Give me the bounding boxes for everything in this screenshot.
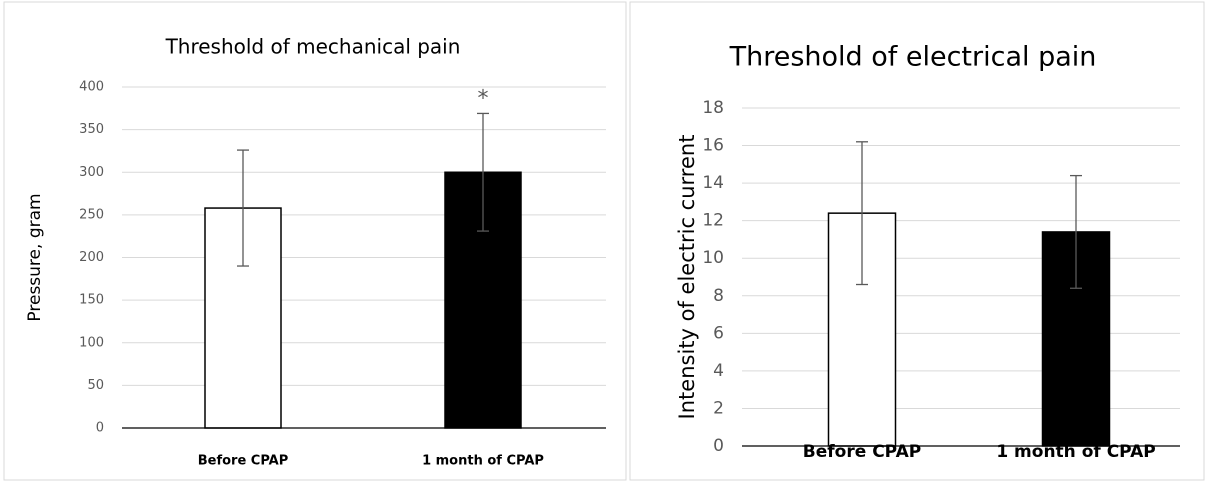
- chart-title: Threshold of electrical pain: [729, 42, 1097, 73]
- x-tick-label: 1 month of CPAP: [422, 454, 544, 469]
- y-tick-label: 18: [702, 98, 724, 118]
- y-tick-label: 14: [702, 173, 724, 193]
- x-tick-label: Before CPAP: [198, 454, 289, 469]
- y-tick-label: 10: [702, 248, 724, 268]
- y-tick-label: 4: [713, 361, 724, 381]
- y-tick-label: 0: [713, 436, 724, 456]
- panel-border: [3, 1, 627, 481]
- y-tick-label: 150: [79, 293, 104, 308]
- y-tick-label: 200: [79, 250, 104, 265]
- y-tick-label: 0: [96, 421, 104, 436]
- y-axis-label: Pressure, gram: [25, 193, 45, 321]
- x-tick-label: 1 month of CPAP: [996, 442, 1155, 462]
- annotation: *: [478, 86, 489, 111]
- y-tick-label: 50: [87, 378, 104, 393]
- chart-title: Threshold of mechanical pain: [165, 35, 461, 59]
- y-tick-label: 2: [713, 398, 724, 418]
- x-tick-label: Before CPAP: [803, 442, 921, 462]
- y-tick-label: 250: [79, 207, 104, 222]
- y-tick-label: 12: [702, 211, 724, 231]
- y-tick-label: 16: [702, 136, 724, 156]
- y-tick-label: 350: [79, 122, 104, 137]
- y-tick-label: 8: [713, 286, 724, 306]
- y-tick-label: 100: [79, 335, 104, 350]
- y-axis-label: Intensity of electric current: [675, 135, 699, 420]
- y-tick-label: 400: [79, 80, 104, 95]
- y-tick-label: 300: [79, 165, 104, 180]
- panel-border: [629, 1, 1205, 481]
- y-tick-label: 6: [713, 323, 724, 343]
